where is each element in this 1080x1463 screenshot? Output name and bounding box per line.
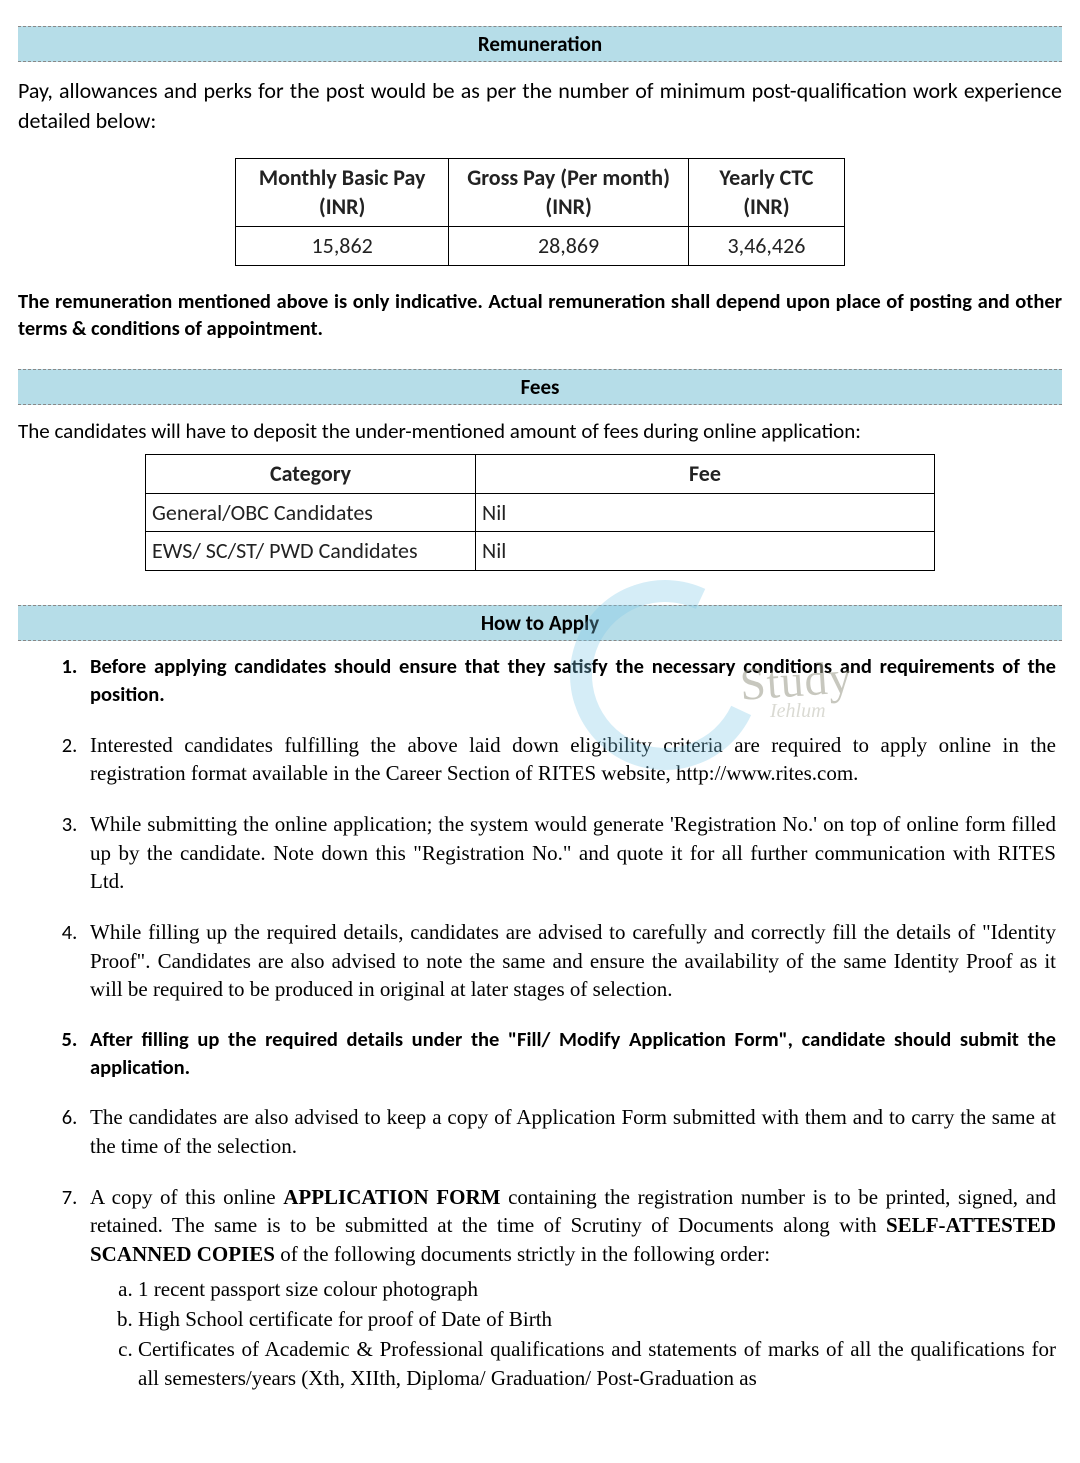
rem-td-2: 28,869 — [449, 227, 689, 266]
rem-td-1: 15,862 — [236, 227, 449, 266]
fees-r1c1: General/OBC Candidates — [146, 493, 476, 532]
apply-item-5: After filling up the required details un… — [82, 1026, 1062, 1081]
apply-item-7-sublist: 1 recent passport size colour photograph… — [90, 1275, 1056, 1392]
table-row: General/OBC Candidates Nil — [146, 493, 935, 532]
apply-item-6: The candidates are also advised to keep … — [82, 1103, 1062, 1160]
fees-th-1: Category — [146, 454, 476, 493]
fees-th-2: Fee — [476, 454, 935, 493]
rem-th-1: Monthly Basic Pay (INR) — [236, 158, 449, 226]
apply-item-3: While submitting the online application;… — [82, 810, 1062, 896]
apply-item-7-text: A copy of this online APPLICATION FORM c… — [90, 1185, 1056, 1266]
fees-table: Category Fee General/OBC Candidates Nil … — [145, 454, 935, 571]
rem-th-3: Yearly CTC (INR) — [688, 158, 844, 226]
remuneration-table: Monthly Basic Pay (INR) Gross Pay (Per m… — [235, 158, 845, 266]
rem-th-2: Gross Pay (Per month) (INR) — [449, 158, 689, 226]
section-header-fees: Fees — [18, 369, 1062, 405]
sub-item-a: 1 recent passport size colour photograph — [138, 1275, 1056, 1303]
apply-item-2-text: Interested candidates fulfilling the abo… — [90, 733, 1056, 786]
apply-item-3-text: While submitting the online application;… — [90, 812, 1056, 893]
apply-item-6-text: The candidates are also advised to keep … — [90, 1105, 1056, 1158]
remuneration-intro: Pay, allowances and perks for the post w… — [18, 76, 1062, 135]
fees-r2c2: Nil — [476, 532, 935, 571]
table-row: EWS/ SC/ST/ PWD Candidates Nil — [146, 532, 935, 571]
apply-item-1: Before applying candidates should ensure… — [82, 653, 1062, 708]
remuneration-note: The remuneration mentioned above is only… — [18, 288, 1062, 343]
table-row: 15,862 28,869 3,46,426 — [236, 227, 845, 266]
apply-item-4: While filling up the required details, c… — [82, 918, 1062, 1004]
section-header-remuneration: Remuneration — [18, 26, 1062, 62]
apply-item-7: A copy of this online APPLICATION FORM c… — [82, 1183, 1062, 1392]
apply-item-2: Interested candidates fulfilling the abo… — [82, 731, 1062, 788]
fees-r2c1: EWS/ SC/ST/ PWD Candidates — [146, 532, 476, 571]
apply-item-4-text: While filling up the required details, c… — [90, 920, 1056, 1001]
how-to-apply-list: Before applying candidates should ensure… — [18, 653, 1062, 1392]
fees-intro: The candidates will have to deposit the … — [18, 417, 1062, 445]
sub-item-c: Certificates of Academic & Professional … — [138, 1335, 1056, 1392]
sub-item-b: High School certificate for proof of Dat… — [138, 1305, 1056, 1333]
fees-r1c2: Nil — [476, 493, 935, 532]
rem-td-3: 3,46,426 — [688, 227, 844, 266]
section-header-how-to-apply: How to Apply — [18, 605, 1062, 641]
